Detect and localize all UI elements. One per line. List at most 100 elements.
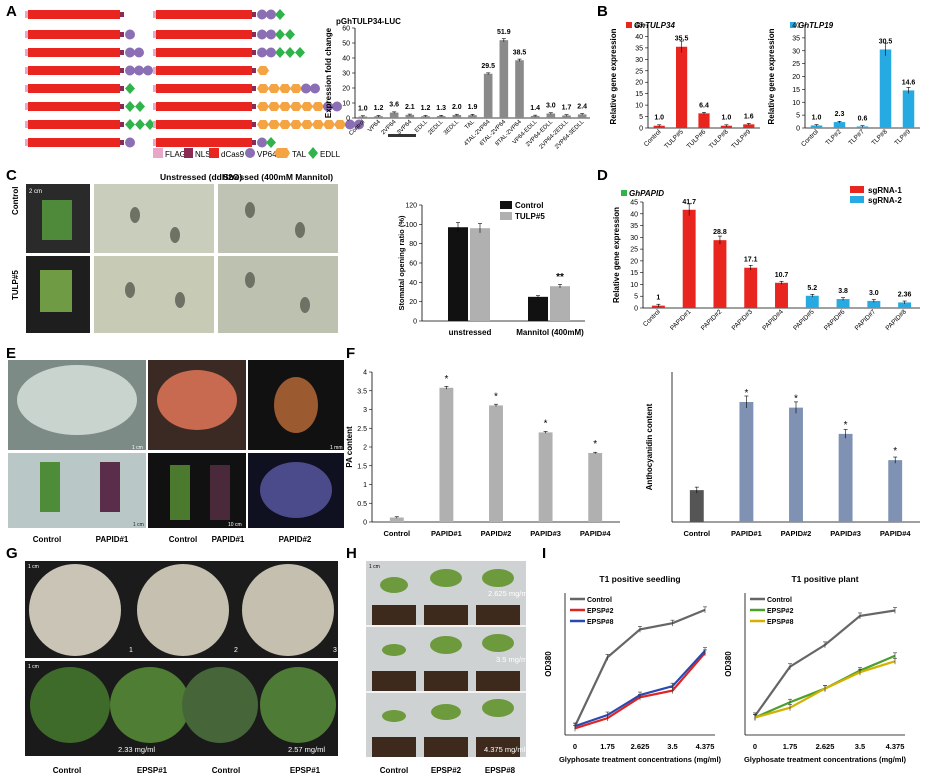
y-axis-label: Relative gene expression: [767, 28, 776, 124]
edll-domain: [145, 119, 155, 130]
legend-label: sgRNA-1: [868, 186, 902, 195]
y-tick-label: 20: [409, 299, 417, 306]
y-tick-label: 60: [342, 26, 350, 33]
g-scale-bottom: 1 cm: [28, 664, 39, 670]
dcas9-block: [156, 138, 252, 147]
y-tick-label: 3.5: [357, 388, 367, 395]
tal-domain: [301, 120, 313, 129]
c-row2-label: TULP#5: [11, 270, 20, 300]
vp64-domain: [332, 101, 342, 112]
bar: [653, 125, 665, 128]
panel-label-h: H: [346, 545, 357, 562]
legend-vp64-swatch: [245, 148, 255, 158]
significance-annotation: **: [556, 272, 564, 283]
bar: [405, 114, 415, 118]
c-col2-title: Stressed (400mM Mannitol): [223, 172, 333, 182]
tal-domain: [257, 84, 269, 93]
e-scale1: 1 cm: [132, 445, 143, 451]
edll-domain: [125, 83, 135, 94]
bar: [676, 46, 688, 128]
bar: [739, 402, 754, 522]
y-tick-label: 30: [792, 48, 800, 55]
data-label: 2.4: [577, 103, 587, 110]
chart-i-plant: T1 positive plant 0 1.75 2.625 3.5 4.375 OD380…: [724, 574, 907, 764]
g-scale-top: 1 cm: [28, 564, 39, 570]
y-tick-label: 15: [792, 87, 800, 94]
significance-star: *: [744, 388, 748, 399]
e-label-control-2: Control: [169, 535, 197, 544]
tal-domain: [257, 102, 269, 111]
y-tick-label: 3: [363, 407, 367, 414]
data-label: 1.2: [421, 105, 431, 112]
c-stomata-control-stressed: [218, 184, 338, 253]
legend-label: Control: [767, 597, 792, 604]
h-seedling: [382, 710, 406, 722]
stomata-cell: [295, 222, 305, 238]
bar: [515, 60, 524, 118]
significance-star: *: [444, 374, 448, 385]
g-conc-2: 2.57 mg/ml: [288, 745, 325, 754]
x-tick-label: Control: [383, 529, 410, 538]
dcas9-block: [28, 138, 120, 147]
x-tick-label: PAPID#7: [854, 308, 878, 332]
x-tick-label: Control: [800, 128, 820, 148]
bar: [744, 267, 758, 308]
legend-tal-swatch: [274, 148, 290, 158]
e-flask-photo: [8, 453, 146, 528]
significance-star: *: [844, 420, 848, 431]
stomata-cell: [175, 292, 185, 308]
edll-domain: [135, 119, 145, 130]
bar: [682, 209, 696, 308]
y-tick-label: 0: [413, 319, 417, 326]
legend-edll-label: EDLL: [320, 150, 341, 159]
data-label: 1.2: [374, 105, 384, 112]
h-seedling: [380, 577, 408, 593]
y-tick-label: 40: [635, 34, 643, 41]
legend-edll-swatch: [308, 147, 318, 159]
bar: [775, 282, 788, 308]
dcas9-block: [28, 84, 120, 93]
x-tick-label: PAPID#3: [731, 308, 755, 332]
h-seedling: [482, 634, 514, 652]
x-tick-label: 2EDLL: [427, 119, 445, 137]
y-tick-label: 40: [409, 280, 417, 287]
data-label: 6.4: [699, 102, 709, 109]
y-axis-label: OD380: [544, 651, 553, 677]
panel-g-photos: 1 2 3 1 cm 1 cm 2.33 mg/ml 2.57 mg/ml Co…: [25, 561, 338, 775]
x-tick-label: 2.625: [631, 742, 650, 751]
chart-a-title: pGhTULP34-LUC: [336, 17, 401, 26]
tal-domain: [290, 120, 302, 129]
chart-title: T1 positive plant: [791, 574, 858, 584]
y-tick-label: 30: [630, 235, 638, 242]
x-tick-label: 2VP64: [381, 119, 398, 136]
nls-tag: [252, 68, 256, 73]
y-tick-label: 10: [635, 103, 643, 110]
legend-swatch: [621, 190, 627, 196]
e-papid-plantlet: [100, 462, 120, 512]
legend-label: Control: [515, 201, 543, 210]
flag-tag: [153, 85, 156, 92]
vp64-domain: [323, 101, 333, 112]
h-pot: [424, 605, 468, 625]
edll-domain: [285, 29, 295, 40]
legend-tal-label: TAL: [292, 150, 307, 159]
c-stomata-control-unstressed: [94, 184, 214, 253]
y-tick-label: 0: [634, 306, 638, 313]
panel-e-photos: 1 cm 1 mm 1 cm 10 cm Control PAPID#1 Con…: [8, 360, 344, 544]
bar: [698, 113, 710, 128]
y-tick-label: 10: [630, 282, 638, 289]
e-papid1-plant: [210, 465, 230, 520]
x-tick-label: TAL: [464, 119, 476, 131]
bar: [389, 112, 399, 118]
chart-i-seedling: T1 positive seedling 0 1.75 2.625 3.5 4.375 OD…: [544, 574, 722, 764]
y-tick-label: 25: [792, 61, 800, 68]
tal-domain: [301, 102, 313, 111]
vp64-domain: [143, 65, 153, 76]
data-label: 3.8: [838, 288, 848, 295]
x-tick-label: TLP#8: [870, 128, 889, 147]
nls-tag: [120, 32, 124, 37]
c-row1-label: Control: [11, 187, 20, 215]
edll-domain: [125, 119, 135, 130]
g-label-epsp1-2: EPSP#1: [290, 766, 321, 775]
panel-label-a: A: [6, 3, 17, 20]
